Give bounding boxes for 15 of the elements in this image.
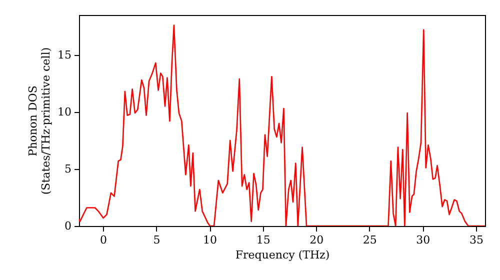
x-tick-label: 0 [100,234,107,246]
y-tick-label: 0 [64,220,72,232]
x-tick-label: 20 [310,234,324,246]
x-axis-title: Frequency (THz) [235,248,330,262]
line-series [79,24,485,226]
x-tick-label: 15 [256,234,270,246]
x-tick-label: 25 [362,234,377,246]
y-tick-label: 5 [64,162,72,176]
y-axis-title: Phonon DOS (States/THz·primitive cell) [26,47,53,195]
y-tick-label: 15 [58,48,72,62]
y-tick-label: 10 [58,105,72,118]
x-tick-label: 35 [469,234,484,246]
x-tick-label: 30 [416,234,430,246]
x-tick-label: 5 [153,234,160,246]
x-tick-label: 10 [203,234,218,246]
